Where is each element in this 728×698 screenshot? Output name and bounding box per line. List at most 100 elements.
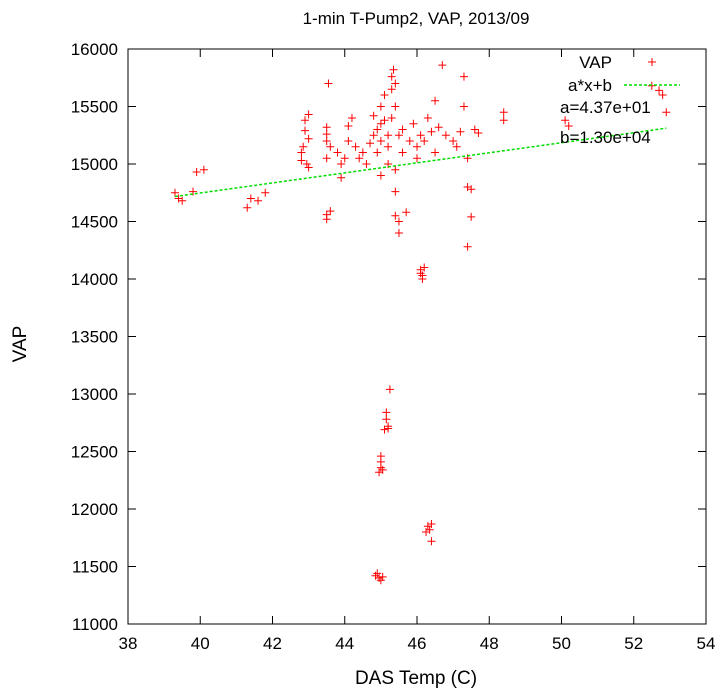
x-tick-label: 54 — [697, 634, 716, 653]
y-tick-label: 14000 — [71, 270, 118, 289]
data-point — [499, 108, 508, 117]
data-point — [322, 154, 331, 163]
data-point — [384, 131, 393, 140]
data-point — [391, 211, 400, 220]
data-point — [441, 131, 450, 140]
chart-title: 1-min T-Pump2, VAP, 2013/09 — [303, 9, 530, 28]
data-point — [299, 142, 308, 151]
data-point — [647, 81, 656, 90]
data-point — [427, 537, 436, 546]
data-point — [261, 188, 270, 197]
x-tick-label: 44 — [335, 634, 354, 653]
y-tick-label: 12500 — [71, 443, 118, 462]
y-tick-label: 12000 — [71, 500, 118, 519]
data-point — [380, 425, 389, 434]
data-point — [375, 468, 384, 477]
data-point — [192, 168, 201, 177]
data-point — [297, 156, 306, 165]
data-point — [362, 160, 371, 168]
data-point — [170, 188, 179, 197]
data-point — [655, 86, 664, 95]
x-tick-label: 38 — [119, 634, 138, 653]
y-tick-label: 15000 — [71, 155, 118, 174]
data-point — [322, 123, 331, 132]
data-point — [413, 142, 421, 151]
data-point — [378, 572, 387, 581]
data-point — [337, 173, 346, 182]
data-point — [301, 116, 310, 125]
legend: VAP a*x+b a=4.37e+01 b=1.30e+04 — [560, 53, 680, 147]
data-point — [405, 137, 414, 145]
data-point — [427, 519, 436, 528]
data-point — [333, 148, 342, 157]
fit-coefficient-a: a=4.37e+01 — [560, 98, 651, 117]
data-point — [391, 79, 400, 88]
data-point — [427, 127, 436, 136]
data-point — [382, 408, 391, 417]
y-tick-label: 13000 — [71, 385, 118, 404]
x-tick-label: 42 — [263, 634, 282, 653]
data-point — [470, 125, 479, 134]
y-axis-label: VAP — [10, 326, 31, 363]
data-point — [384, 142, 393, 151]
data-point — [254, 196, 263, 205]
data-point — [391, 102, 400, 111]
data-point — [418, 275, 427, 283]
data-point — [324, 79, 333, 88]
data-point — [358, 148, 367, 157]
y-tick-label: 13500 — [71, 328, 118, 347]
x-tick-label: 46 — [408, 634, 427, 653]
data-point — [373, 148, 382, 157]
data-point — [376, 102, 385, 111]
data-point — [351, 142, 360, 151]
data-point — [398, 125, 407, 134]
data-point — [423, 114, 432, 122]
y-tick-label: 11000 — [72, 615, 118, 634]
data-point — [371, 571, 380, 580]
data-point — [347, 114, 356, 122]
data-point — [387, 85, 396, 94]
data-point — [398, 148, 407, 157]
data-point — [449, 137, 458, 145]
data-point — [387, 114, 396, 122]
data-point — [434, 123, 443, 132]
data-point — [413, 154, 421, 163]
data-point — [422, 528, 431, 536]
data-point — [380, 116, 389, 125]
data-point — [304, 134, 313, 143]
data-point — [431, 96, 440, 105]
data-point — [420, 137, 429, 145]
data-points — [170, 61, 671, 585]
fit-coefficient-b: b=1.30e+04 — [560, 128, 651, 147]
data-point — [246, 194, 255, 203]
data-point — [394, 229, 403, 237]
data-point — [662, 108, 671, 117]
legend-label-fit: a*x+b — [568, 76, 612, 95]
data-point — [394, 217, 403, 226]
data-point — [337, 160, 346, 168]
y-tick-label: 15500 — [71, 98, 118, 117]
y-axis: 11000 11500 12000 12500 13000 13500 14000 14500… — [71, 40, 706, 634]
data-point — [385, 385, 394, 394]
y-tick-label: 14500 — [71, 213, 118, 232]
legend-plus-marker — [648, 58, 656, 66]
data-point — [459, 72, 468, 81]
data-point — [326, 207, 335, 216]
data-point — [301, 126, 310, 135]
data-point — [178, 196, 187, 205]
data-point — [322, 130, 331, 139]
data-point — [431, 148, 440, 157]
data-point — [243, 203, 252, 212]
data-point — [438, 61, 447, 70]
data-point — [474, 128, 483, 137]
data-point — [376, 171, 385, 180]
data-point — [389, 65, 398, 74]
data-point — [376, 137, 385, 145]
data-point — [459, 102, 468, 111]
data-point — [420, 263, 429, 272]
data-point — [344, 122, 353, 131]
data-point — [380, 91, 389, 99]
data-point — [302, 160, 311, 168]
